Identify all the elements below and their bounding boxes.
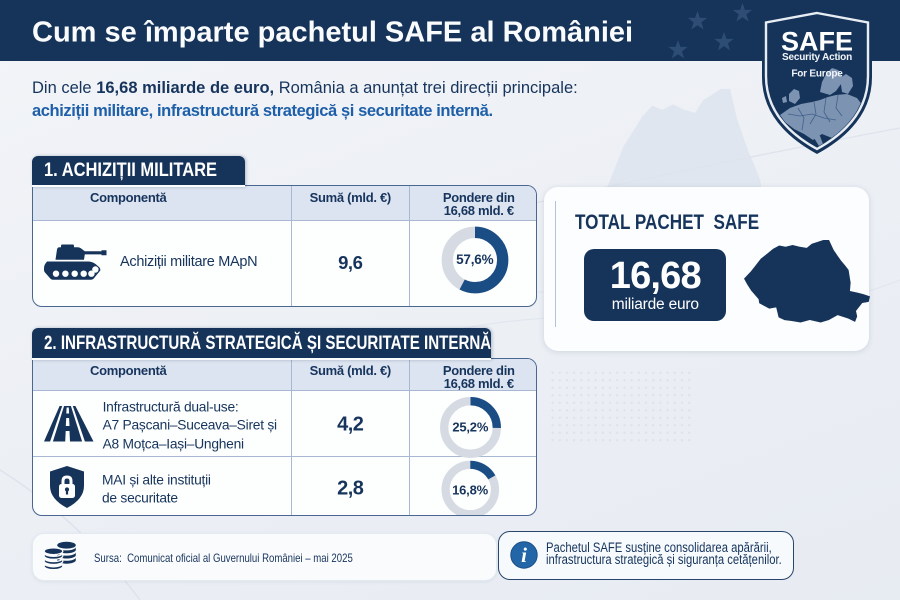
svg-text:SAFE: SAFE	[781, 27, 853, 57]
svg-text:For Europe: For Europe	[791, 69, 843, 80]
svg-text:Security Action: Security Action	[782, 52, 852, 63]
svg-text:i: i	[521, 543, 527, 567]
